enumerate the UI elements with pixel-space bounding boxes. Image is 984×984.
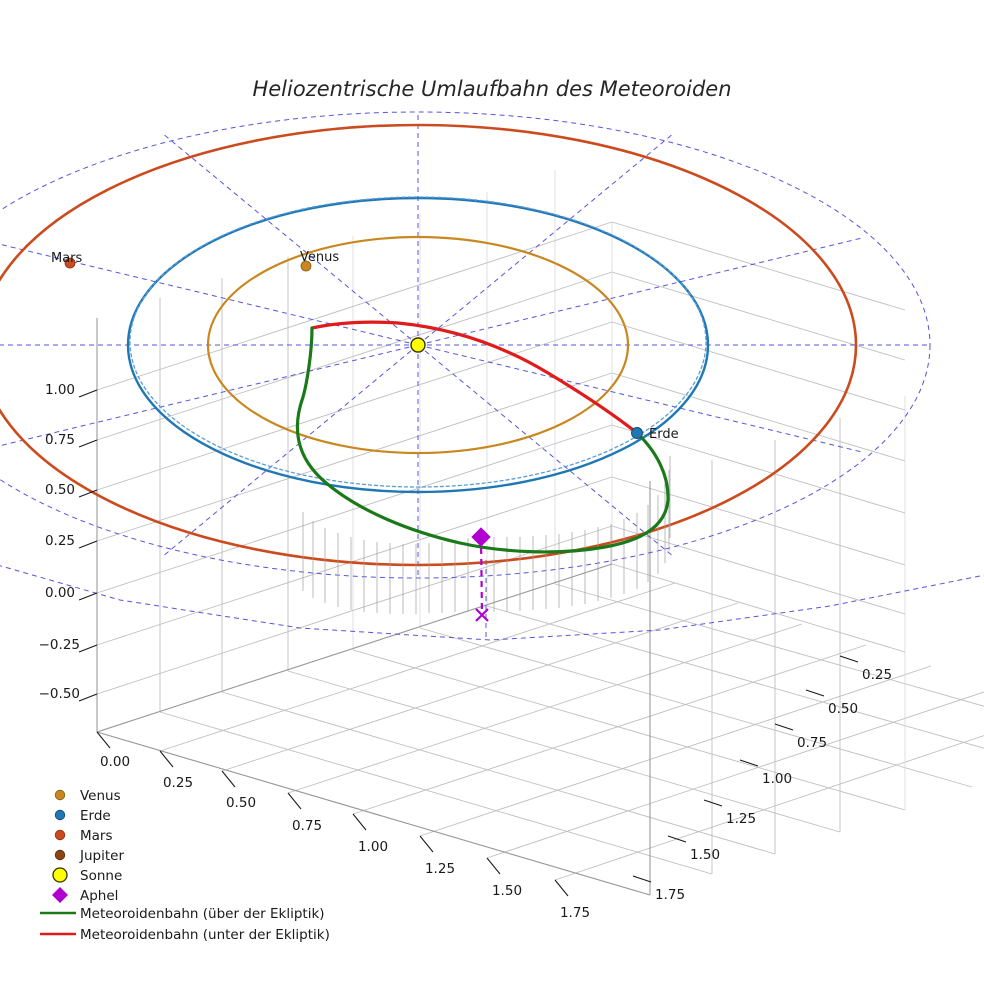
left-wall-grid [96, 170, 613, 732]
x-tick-label: 1.25 [425, 861, 455, 877]
x-tick-label: 1.75 [560, 905, 590, 921]
label-erde: Erde [649, 427, 679, 442]
x-tick-label: 0.75 [292, 818, 322, 834]
legend-marker-venus [54, 789, 66, 801]
y-tick-label: 1.25 [726, 811, 756, 827]
z-tick-label: −0.50 [39, 686, 80, 702]
legend-marker-aphel [52, 887, 68, 903]
aphel-diamond-marker [471, 527, 491, 547]
legend-label-mars: Mars [80, 828, 113, 844]
legend-label-jupiter: Jupiter [79, 848, 124, 864]
right-wall-grid [611, 221, 906, 895]
axis-spines [96, 318, 651, 896]
aphel-projection-x-marker [475, 608, 489, 622]
x-tick-label: 0.25 [163, 775, 193, 791]
marker-venus [300, 260, 312, 272]
x-tick-label: 0.50 [226, 795, 256, 811]
label-mars: Mars [51, 251, 83, 266]
legend-label-venus: Venus [80, 788, 121, 804]
y-tick-label: 0.50 [828, 701, 858, 717]
z-tick-label: 0.50 [45, 482, 75, 498]
x-tick-label: 0.00 [100, 754, 130, 770]
planet-markers: Mars Venus Erde [51, 250, 679, 442]
legend-label-above-ecliptic: Meteoroidenbahn (über der Ekliptik) [80, 906, 325, 922]
orbit-venus [206, 235, 630, 455]
y-tick-label: 1.00 [762, 771, 792, 787]
page-title: Heliozentrische Umlaufbahn des Meteoroid… [252, 77, 731, 101]
z-tick-label: 0.00 [45, 585, 75, 601]
legend-marker-erde [54, 809, 66, 821]
z-axis-ticks: 1.00 0.75 0.50 0.25 0.00 −0.25 −0.50 [39, 382, 98, 702]
meteoroid-orbit-below-ecliptic [310, 320, 639, 435]
y-tick-label: 0.75 [797, 735, 827, 751]
x-axis-ticks: 0.00 0.25 0.50 0.75 1.00 1.25 1.50 1.75 [96, 731, 590, 921]
floor-grid [96, 563, 984, 896]
legend-marker-jupiter [54, 849, 66, 861]
legend: Venus Erde Mars Jupiter Sonne Aphel Mete… [40, 788, 330, 943]
legend-marker-sonne [52, 867, 68, 883]
legend-label-erde: Erde [80, 808, 111, 824]
legend-label-below-ecliptic: Meteoroidenbahn (unter der Ekliptik) [80, 927, 330, 943]
marker-sonne [410, 337, 426, 353]
label-venus: Venus [300, 250, 339, 265]
ecliptic-reference-lines [0, 111, 984, 641]
aphel-projection-line [479, 536, 484, 616]
meteoroid-orbit-above-ecliptic [295, 326, 670, 554]
orbit-mars [0, 123, 858, 567]
z-tick-label: 0.25 [45, 533, 75, 549]
legend-marker-mars [54, 829, 66, 841]
marker-mars [64, 257, 76, 269]
z-tick-label: 0.75 [45, 432, 75, 448]
legend-label-sonne: Sonne [80, 868, 122, 884]
orbit-erde-dashed [129, 196, 707, 488]
marker-erde [631, 427, 643, 439]
meteoroid-stem-lines [302, 456, 671, 614]
y-tick-label: 1.75 [655, 887, 685, 903]
y-tick-label: 1.50 [690, 847, 720, 863]
y-axis-ticks: 0.25 0.50 0.75 1.00 1.25 1.50 1.75 [632, 655, 892, 903]
x-tick-label: 1.50 [492, 883, 522, 899]
x-tick-label: 1.00 [358, 839, 388, 855]
z-tick-label: −0.25 [39, 637, 80, 653]
legend-label-aphel: Aphel [80, 888, 118, 904]
aphel-group [471, 527, 491, 622]
orbit-erde [126, 196, 710, 494]
y-tick-label: 0.25 [862, 667, 892, 683]
z-tick-label: 1.00 [45, 382, 75, 398]
